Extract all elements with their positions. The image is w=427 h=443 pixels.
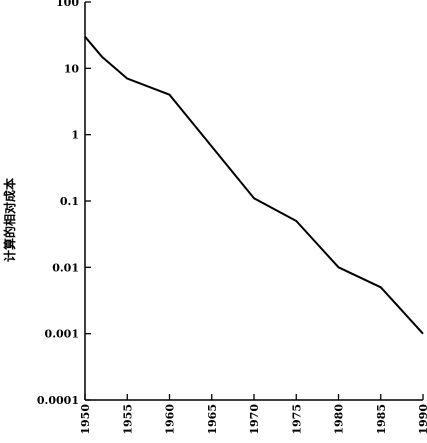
- y-tick-label: 100: [56, 0, 79, 9]
- y-tick-label: 0.01: [52, 261, 79, 274]
- y-axis-label: 计算的相对成本: [2, 178, 17, 262]
- x-tick-label: 1970: [248, 404, 261, 435]
- x-tick-label: 1960: [164, 404, 177, 435]
- x-tick-label: 1990: [417, 404, 427, 435]
- y-tick-label: 0.001: [45, 328, 79, 341]
- y-tick-label: 1: [71, 129, 79, 142]
- x-tick-label: 1965: [206, 404, 219, 435]
- x-ticks: 1950 1955 1960 1965 1970 1975 1980 1985 1990: [79, 394, 427, 435]
- x-tick-label: 1950: [79, 404, 92, 435]
- series-line: [84, 36, 424, 335]
- x-tick-label: 1980: [333, 404, 346, 435]
- x-tick-label: 1955: [121, 404, 134, 435]
- y-tick-label: 0.1: [60, 195, 79, 208]
- y-ticks: 100 10 1 0.1 0.01 0.001 0.0001: [37, 0, 91, 407]
- y-tick-label: 10: [64, 62, 80, 75]
- x-tick-label: 1985: [375, 404, 388, 435]
- series-layer: [84, 36, 424, 335]
- y-tick-label: 0.0001: [37, 394, 79, 407]
- x-tick-label: 1975: [290, 404, 303, 435]
